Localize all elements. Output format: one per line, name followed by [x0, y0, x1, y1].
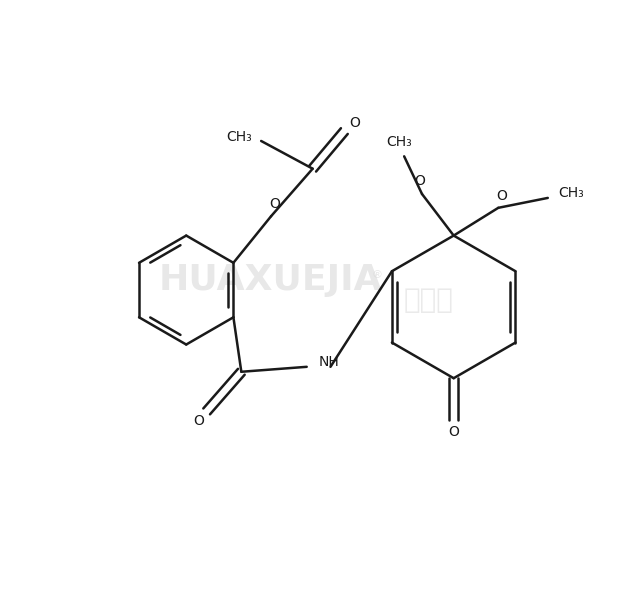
Text: CH₃: CH₃	[386, 136, 412, 149]
Text: HUAXUEJIA: HUAXUEJIA	[159, 263, 382, 297]
Text: O: O	[448, 425, 459, 439]
Text: O: O	[270, 198, 280, 211]
Text: CH₃: CH₃	[226, 130, 252, 144]
Text: O: O	[193, 414, 204, 428]
Text: 化学加: 化学加	[404, 286, 454, 314]
Text: NH: NH	[319, 355, 340, 369]
Text: O: O	[415, 174, 425, 188]
Text: O: O	[496, 189, 507, 203]
Text: O: O	[349, 116, 360, 130]
Text: ®: ®	[372, 270, 383, 280]
Text: CH₃: CH₃	[559, 186, 585, 200]
